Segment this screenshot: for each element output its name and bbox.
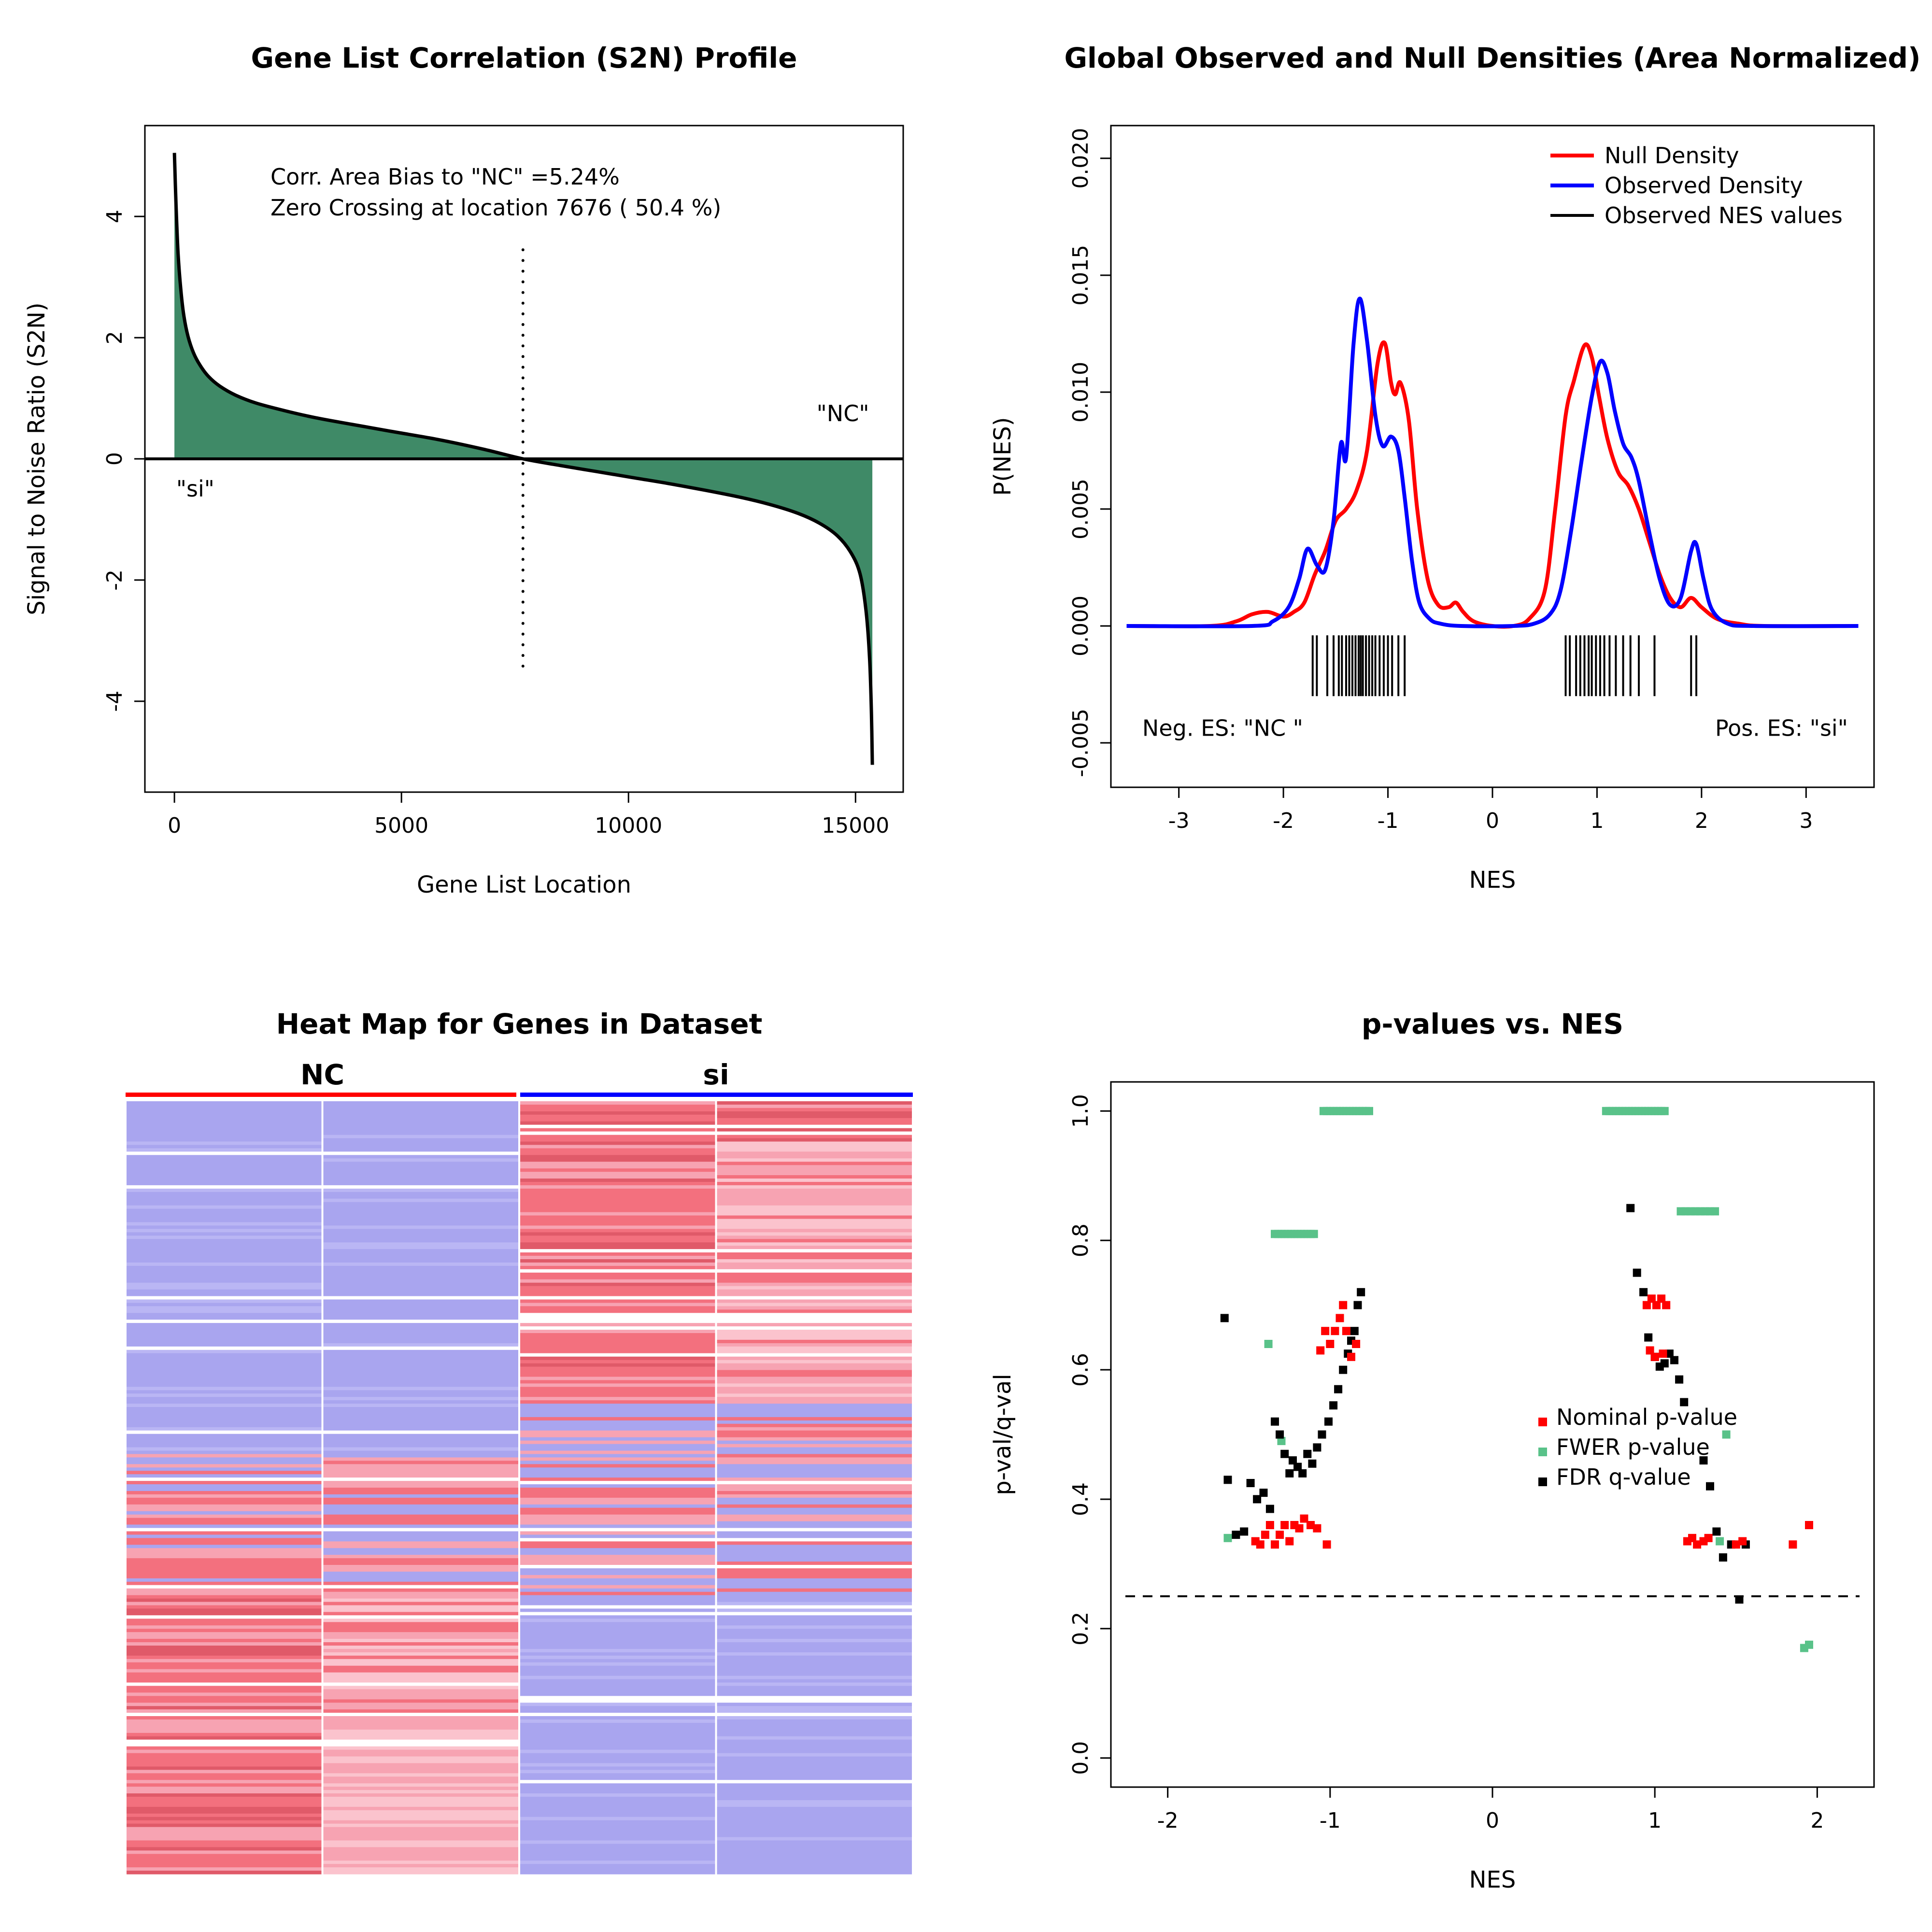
s2n-profile-chart: 0 5000 10000 15000 -4 -2 0 2 4 Gene List Correlat… xyxy=(23,42,904,898)
annotation-text: Corr. Area Bias to "NC" =5.24% xyxy=(270,164,620,190)
pvalues-chart: -2 -1 0 1 2 0.0 0.2 0.4 0.6 0.8 1.0 p-values vs. NE… xyxy=(989,1008,1875,1893)
x-axis-title: NES xyxy=(1469,867,1516,894)
legend: Null Density Observed Density Observed NES… xyxy=(1550,142,1843,228)
y-tick-label: -4 xyxy=(102,691,127,712)
panel-s2n-profile: 0 5000 10000 15000 -4 -2 0 2 4 Gene List Correlat… xyxy=(0,0,966,966)
phenotype-label-neg: "si" xyxy=(176,476,214,502)
neg-es-label: Neg. ES: "NC " xyxy=(1142,715,1303,741)
panel-densities: -3 -2 -1 0 1 2 3 -0.005 0.000 0.005 0.010 0.015 0.02… xyxy=(966,0,1932,966)
x-axis-title: NES xyxy=(1469,1866,1516,1893)
x-tick-label: -2 xyxy=(1273,809,1294,833)
y-tick-label: 0.4 xyxy=(1068,1482,1093,1516)
x-tick-label: 0 xyxy=(1486,1808,1499,1833)
y-tick-label: 2 xyxy=(102,331,127,344)
chart-title: Gene List Correlation (S2N) Profile xyxy=(251,42,797,74)
x-axis-title: Gene List Location xyxy=(417,871,631,898)
pos-es-label: Pos. ES: "si" xyxy=(1715,715,1848,741)
x-tick-label: 2 xyxy=(1810,1808,1824,1833)
legend: Nominal p-value FWER p-value FDR q-value xyxy=(1538,1404,1737,1490)
legend-label: FDR q-value xyxy=(1556,1464,1691,1490)
legend-label: Observed NES values xyxy=(1605,202,1843,228)
x-axis: -2 -1 0 1 2 xyxy=(1157,1787,1824,1833)
x-tick-label: 2 xyxy=(1695,809,1708,833)
y-axis-title: Signal to Noise Ratio (S2N) xyxy=(23,302,50,615)
legend-label: Nominal p-value xyxy=(1556,1404,1737,1430)
legend-swatch xyxy=(1538,1418,1547,1426)
y-tick-label: 0.8 xyxy=(1068,1223,1093,1257)
x-tick-label: -1 xyxy=(1378,809,1399,833)
plot-box xyxy=(1110,1081,1875,1788)
phenotype-label-pos: "NC" xyxy=(817,400,869,426)
heatmap-chart: Heat Map for Genes in Dataset NC si xyxy=(126,1008,913,1875)
nes-rug xyxy=(1311,635,1698,696)
x-tick-label: 15000 xyxy=(822,813,889,838)
x-tick-label: 1 xyxy=(1590,809,1604,833)
y-tick-label: 0.005 xyxy=(1068,479,1093,540)
group-label-si: si xyxy=(703,1058,729,1091)
legend-label: FWER p-value xyxy=(1556,1434,1710,1460)
s2n-curve xyxy=(172,153,874,765)
chart-title: Heat Map for Genes in Dataset xyxy=(276,1008,763,1040)
y-axis-title: P(NES) xyxy=(989,417,1016,496)
x-tick-label: -3 xyxy=(1168,809,1190,833)
group-label-nc: NC xyxy=(300,1058,344,1091)
x-tick-label: 0 xyxy=(1486,809,1499,833)
annotation-text: Zero Crossing at location 7676 ( 50.4 %) xyxy=(270,195,721,221)
chart-title: Global Observed and Null Densities (Area… xyxy=(1064,42,1920,74)
x-axis: -3 -2 -1 0 1 2 3 xyxy=(1168,787,1813,833)
series-fdr-q-value xyxy=(1220,1204,1750,1604)
x-axis: 0 5000 10000 15000 xyxy=(168,792,889,838)
legend-swatch xyxy=(1538,1477,1547,1486)
y-tick-label: 0.000 xyxy=(1068,596,1093,656)
group-bar-nc xyxy=(126,1093,516,1097)
y-tick-label: 4 xyxy=(102,210,127,223)
heatmap-cells xyxy=(127,1101,912,1875)
y-tick-label: 0.020 xyxy=(1068,128,1093,189)
chart-title: p-values vs. NES xyxy=(1362,1008,1623,1040)
x-tick-label: 3 xyxy=(1799,809,1813,833)
y-tick-label: 0.2 xyxy=(1068,1612,1093,1646)
y-axis: -0.005 0.000 0.005 0.010 0.015 0.020 xyxy=(1068,128,1111,777)
x-tick-label: 5000 xyxy=(374,813,428,838)
legend-label: Observed Density xyxy=(1605,172,1803,199)
y-tick-label: -2 xyxy=(102,569,127,591)
series-nominal-p-value xyxy=(1251,1294,1813,1549)
y-tick-label: 0.0 xyxy=(1068,1741,1093,1775)
y-tick-label: 0.010 xyxy=(1068,362,1093,423)
densities-chart: -3 -2 -1 0 1 2 3 -0.005 0.000 0.005 0.010 0.015 0.02… xyxy=(989,42,1921,894)
y-tick-label: -0.005 xyxy=(1068,709,1093,777)
panel-heatmap: Heat Map for Genes in Dataset NC si xyxy=(0,966,966,1932)
y-axis: 0.0 0.2 0.4 0.6 0.8 1.0 xyxy=(1068,1094,1111,1775)
y-tick-label: 0.6 xyxy=(1068,1353,1093,1387)
x-tick-label: 0 xyxy=(168,813,181,838)
x-tick-label: -1 xyxy=(1320,1808,1341,1833)
density-curve-0 xyxy=(1126,340,1859,629)
y-axis: -4 -2 0 2 4 xyxy=(102,210,145,712)
x-tick-label: 1 xyxy=(1648,1808,1662,1833)
y-tick-label: 1.0 xyxy=(1068,1094,1093,1128)
group-bar-si xyxy=(520,1093,913,1097)
x-tick-label: 10000 xyxy=(595,813,662,838)
y-axis-title: p-val/q-val xyxy=(989,1374,1016,1495)
series-fwer-p-value xyxy=(1223,1107,1813,1652)
y-tick-label: 0.015 xyxy=(1068,245,1093,306)
legend-swatch xyxy=(1538,1448,1547,1456)
legend-label: Null Density xyxy=(1605,142,1739,169)
density-curve-1 xyxy=(1126,297,1859,628)
x-tick-label: -2 xyxy=(1157,1808,1179,1833)
y-tick-label: 0 xyxy=(102,452,127,466)
panel-pvalues: -2 -1 0 1 2 0.0 0.2 0.4 0.6 0.8 1.0 p-values vs. NE… xyxy=(966,966,1932,1932)
